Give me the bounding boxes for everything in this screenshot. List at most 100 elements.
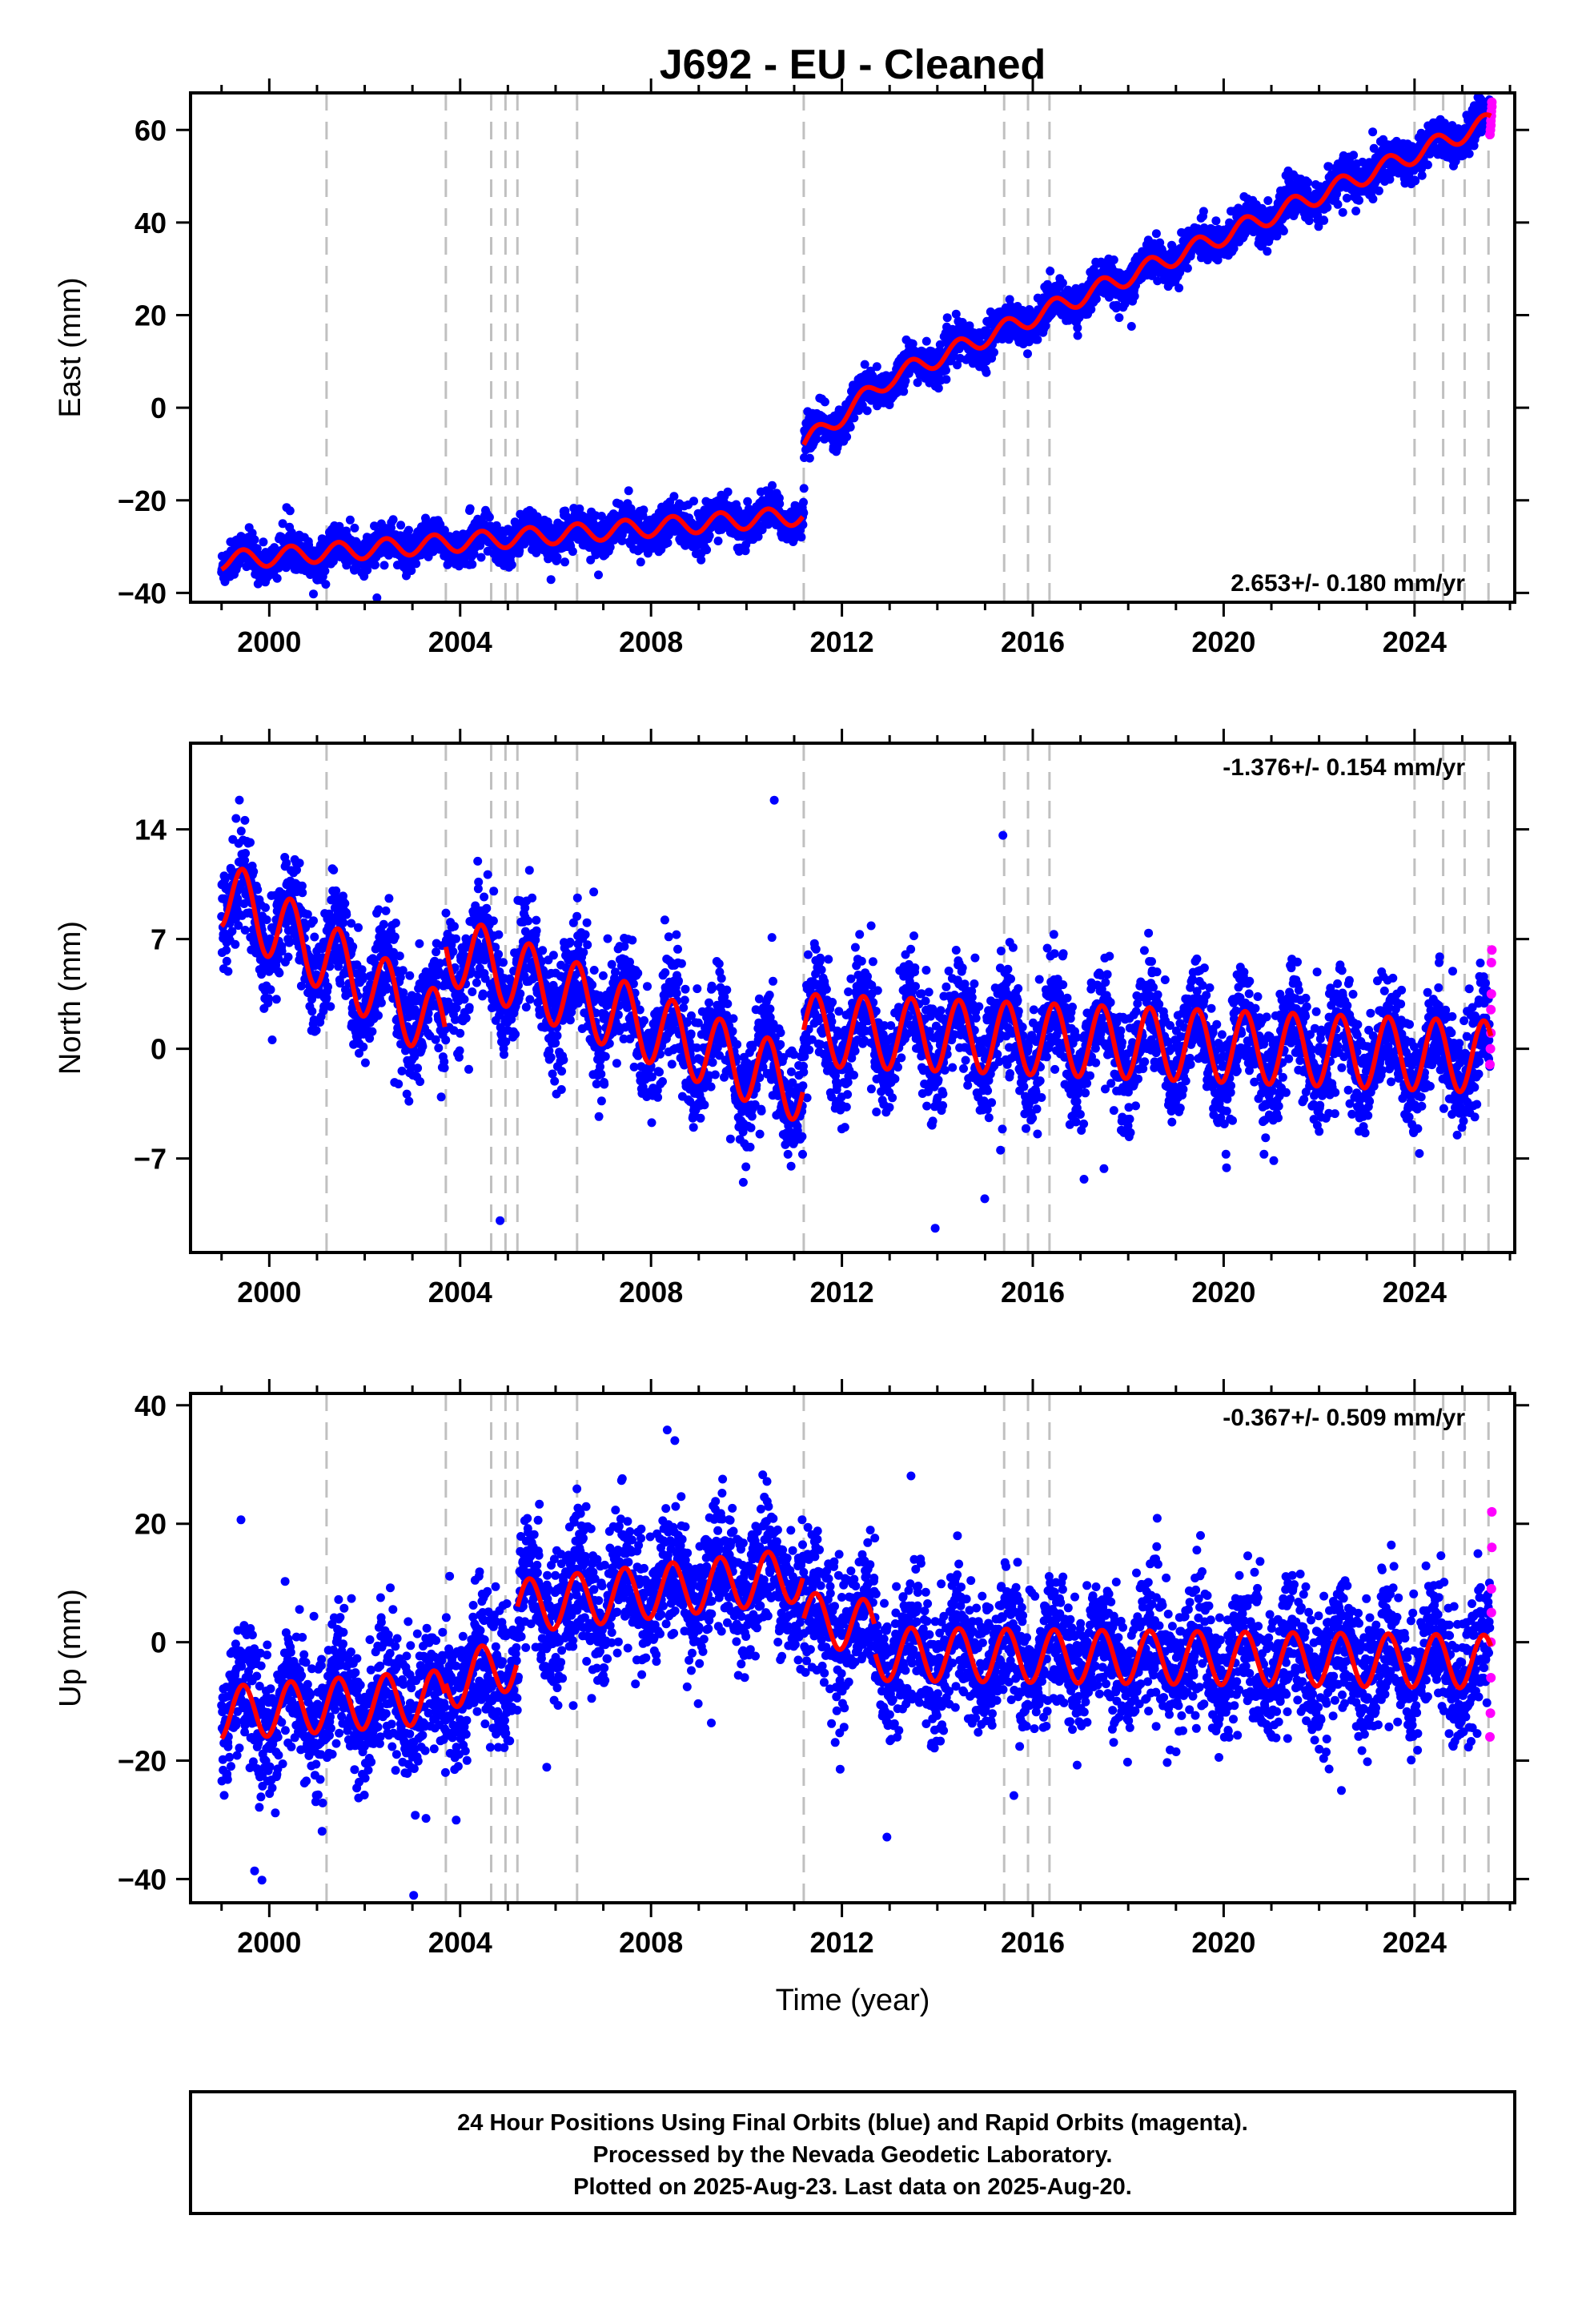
y-axis-label-east: East (mm) xyxy=(54,277,87,417)
data-point xyxy=(624,486,633,496)
data-point xyxy=(272,573,282,583)
data-point xyxy=(1333,199,1343,209)
data-point xyxy=(1263,247,1272,256)
chart-title: J692 - EU - Cleaned xyxy=(660,42,1046,88)
data-point xyxy=(702,545,712,555)
data-point xyxy=(320,566,330,576)
data-point xyxy=(799,497,808,507)
x-tick-label: 2024 xyxy=(1383,625,1447,658)
data-point xyxy=(1338,207,1347,217)
data-point xyxy=(862,406,872,416)
data-point xyxy=(689,497,698,506)
data-point xyxy=(222,946,231,955)
data-point xyxy=(775,499,785,509)
data-point xyxy=(797,533,806,542)
data-point xyxy=(476,553,486,562)
data-point xyxy=(407,566,416,575)
plot-area-east xyxy=(217,93,1497,602)
data-point xyxy=(636,557,645,567)
data-point xyxy=(805,453,814,463)
data-point xyxy=(723,487,733,497)
data-point xyxy=(372,593,382,602)
y-tick-label: 60 xyxy=(135,114,167,147)
data-point xyxy=(304,541,314,549)
data-point xyxy=(552,553,562,562)
data-point xyxy=(328,557,338,566)
data-point xyxy=(468,560,477,569)
data-point xyxy=(396,521,406,530)
rapid-point xyxy=(1487,97,1497,107)
panel-east: 2000 2004 2008 2012 2016 2020 2024−40−20020406… xyxy=(54,78,1529,658)
data-point xyxy=(1319,215,1329,225)
data-point xyxy=(1073,331,1082,340)
data-point xyxy=(1109,255,1118,264)
data-point xyxy=(1323,203,1332,212)
data-point xyxy=(1417,171,1427,180)
data-point xyxy=(1114,313,1124,323)
data-point xyxy=(1130,292,1139,301)
data-point xyxy=(575,504,584,513)
data-point xyxy=(605,542,615,552)
data-point xyxy=(768,480,777,490)
data-point xyxy=(223,967,233,976)
data-point xyxy=(285,506,295,516)
data-point xyxy=(321,580,331,589)
data-point xyxy=(404,525,413,535)
data-point xyxy=(1368,127,1378,137)
data-point xyxy=(1374,186,1383,195)
data-point xyxy=(1349,151,1359,160)
data-point xyxy=(1355,195,1363,205)
data-point xyxy=(820,397,829,407)
data-point xyxy=(1073,323,1082,332)
x-tick-label: 2020 xyxy=(1191,625,1255,658)
y-tick-label: −20 xyxy=(118,485,167,517)
data-point xyxy=(259,537,268,547)
data-point xyxy=(1151,229,1161,239)
data-point xyxy=(546,575,556,585)
data-point xyxy=(371,560,379,569)
data-point xyxy=(309,589,318,599)
data-point xyxy=(507,560,516,569)
data-point xyxy=(1351,207,1361,215)
x-tick-label: 2016 xyxy=(1001,625,1065,658)
x-tick-label: 2008 xyxy=(619,625,683,658)
data-point xyxy=(484,513,494,522)
data-point xyxy=(379,561,389,570)
data-point xyxy=(849,413,859,423)
data-point xyxy=(1199,207,1208,216)
data-point xyxy=(594,570,603,580)
data-point xyxy=(287,530,297,539)
data-point xyxy=(872,362,881,372)
data-point xyxy=(1058,278,1067,287)
x-tick-label: 2004 xyxy=(428,625,492,658)
data-point xyxy=(921,336,931,346)
data-point xyxy=(705,531,714,541)
data-point xyxy=(1211,216,1221,226)
data-point xyxy=(222,956,231,966)
data-point xyxy=(942,375,951,384)
data-point xyxy=(663,538,673,548)
y-tick-label: 40 xyxy=(135,207,167,239)
data-point xyxy=(278,519,287,529)
data-point xyxy=(1046,267,1055,275)
data-point xyxy=(990,348,998,357)
data-point xyxy=(412,559,421,569)
data-point xyxy=(982,368,991,377)
data-point xyxy=(1126,322,1136,331)
data-point xyxy=(942,365,950,375)
data-point xyxy=(596,512,606,521)
data-point xyxy=(1033,335,1042,344)
data-point xyxy=(1423,160,1432,170)
data-point xyxy=(465,504,475,513)
x-tick-label: 2000 xyxy=(237,625,301,658)
data-point xyxy=(250,535,259,545)
data-point xyxy=(532,548,541,557)
rate-label-east: 2.653+/- 0.180 mm/yr xyxy=(1231,570,1465,597)
data-point xyxy=(1303,178,1313,187)
data-point xyxy=(842,432,852,441)
data-point xyxy=(1174,283,1184,293)
data-point xyxy=(934,384,943,393)
data-point xyxy=(617,536,627,545)
data-point xyxy=(1263,196,1273,205)
